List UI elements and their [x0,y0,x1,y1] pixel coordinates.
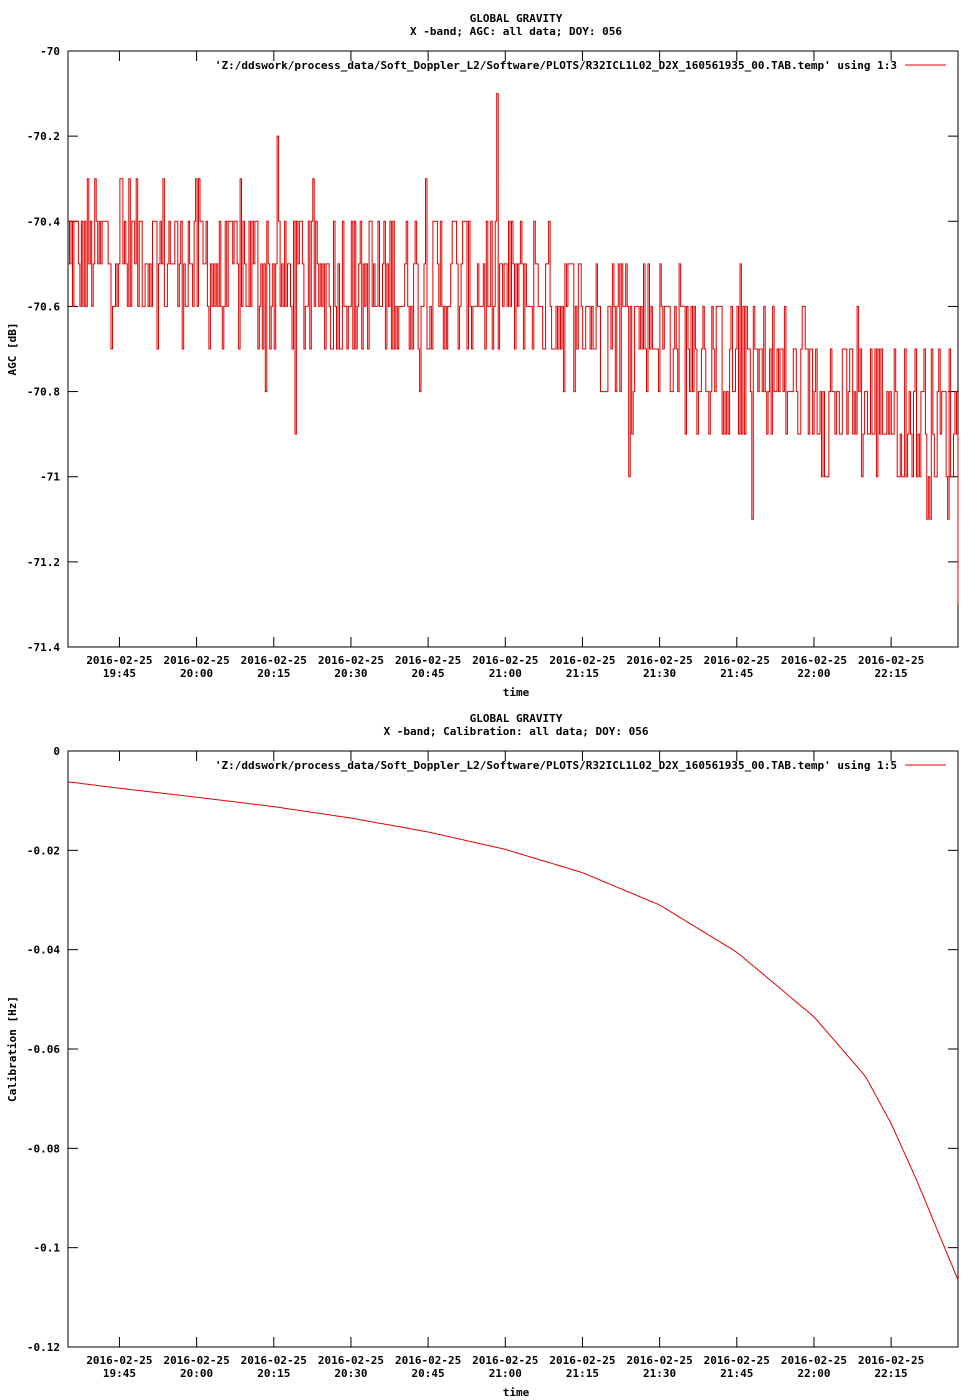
x-tick-label-time: 20:30 [334,667,367,680]
x-tick-label-time: 21:30 [643,1367,676,1380]
x-tick-label-time: 22:15 [875,1367,908,1380]
y-tick-label: -0.08 [27,1142,60,1155]
x-tick-label-date: 2016-02-25 [163,1354,229,1367]
x-tick-label-time: 22:00 [797,667,830,680]
x-tick-label-time: 20:30 [334,1367,367,1380]
y-tick-label: -0.02 [27,844,60,857]
x-tick-label-time: 22:15 [875,667,908,680]
x-tick-label-date: 2016-02-25 [549,654,615,667]
x-tick-label-date: 2016-02-25 [318,1354,384,1367]
y-tick-label: -0.06 [27,1043,60,1056]
y-tick-label: -70.6 [27,300,60,313]
chart-title: GLOBAL GRAVITY [470,712,563,725]
y-tick-label: -0.1 [34,1242,61,1255]
x-tick-label-time: 20:00 [180,667,213,680]
y-axis-label: Calibration [Hz] [6,996,19,1102]
y-tick-label: -70.2 [27,130,60,143]
x-tick-label-date: 2016-02-25 [395,1354,461,1367]
x-axis-label: time [503,1386,530,1399]
x-tick-label-time: 20:15 [257,667,290,680]
x-tick-label-time: 21:00 [489,667,522,680]
x-tick-label-date: 2016-02-25 [858,1354,924,1367]
y-axis-label: AGC [dB] [6,323,19,376]
chart-subtitle: X -band; Calibration: all data; DOY: 056 [384,725,649,738]
y-tick-label: -70.8 [27,386,60,399]
x-tick-label-time: 21:30 [643,667,676,680]
x-tick-label-date: 2016-02-25 [241,1354,307,1367]
x-axis-label: time [503,686,530,699]
x-tick-label-time: 19:45 [103,1367,136,1380]
y-tick-label: -0.04 [27,944,60,957]
y-tick-label: -70.4 [27,215,60,228]
x-tick-label-time: 21:15 [566,1367,599,1380]
x-tick-label-date: 2016-02-25 [86,1354,152,1367]
x-tick-label-time: 20:45 [412,667,445,680]
x-tick-label-date: 2016-02-25 [627,1354,693,1367]
x-tick-label-time: 22:00 [797,1367,830,1380]
x-tick-label-date: 2016-02-25 [241,654,307,667]
x-tick-label-time: 20:45 [412,1367,445,1380]
y-tick-label: -71.2 [27,556,60,569]
legend-label: 'Z:/ddswork/process_data/Soft_Doppler_L2… [215,59,897,72]
x-tick-label-date: 2016-02-25 [781,654,847,667]
y-tick-label: -0.12 [27,1341,60,1354]
x-tick-label-date: 2016-02-25 [704,654,770,667]
y-tick-label: -71 [40,471,60,484]
chart-subtitle: X -band; AGC: all data; DOY: 056 [410,25,622,38]
legend-label: 'Z:/ddswork/process_data/Soft_Doppler_L2… [215,759,897,772]
x-tick-label-date: 2016-02-25 [472,654,538,667]
y-tick-label: -70 [40,45,60,58]
plot-frame [67,750,959,1348]
x-tick-label-date: 2016-02-25 [86,654,152,667]
series-line [68,93,959,605]
x-tick-label-time: 20:00 [180,1367,213,1380]
x-tick-label-date: 2016-02-25 [781,1354,847,1367]
series-line [67,781,959,1281]
y-tick-label: 0 [53,745,60,758]
x-tick-label-time: 21:00 [489,1367,522,1380]
x-tick-label-date: 2016-02-25 [858,654,924,667]
x-tick-label-time: 21:45 [720,667,753,680]
chart-title: GLOBAL GRAVITY [470,12,563,25]
x-tick-label-date: 2016-02-25 [163,654,229,667]
x-tick-label-time: 21:45 [720,1367,753,1380]
x-tick-label-date: 2016-02-25 [395,654,461,667]
x-tick-label-date: 2016-02-25 [472,1354,538,1367]
x-tick-label-date: 2016-02-25 [549,1354,615,1367]
plot-frame [67,50,959,648]
x-tick-label-time: 20:15 [257,1367,290,1380]
x-tick-label-date: 2016-02-25 [627,654,693,667]
x-tick-label-time: 21:15 [566,667,599,680]
x-tick-label-time: 19:45 [103,667,136,680]
x-tick-label-date: 2016-02-25 [704,1354,770,1367]
x-tick-label-date: 2016-02-25 [318,654,384,667]
y-tick-label: -71.4 [27,641,60,654]
